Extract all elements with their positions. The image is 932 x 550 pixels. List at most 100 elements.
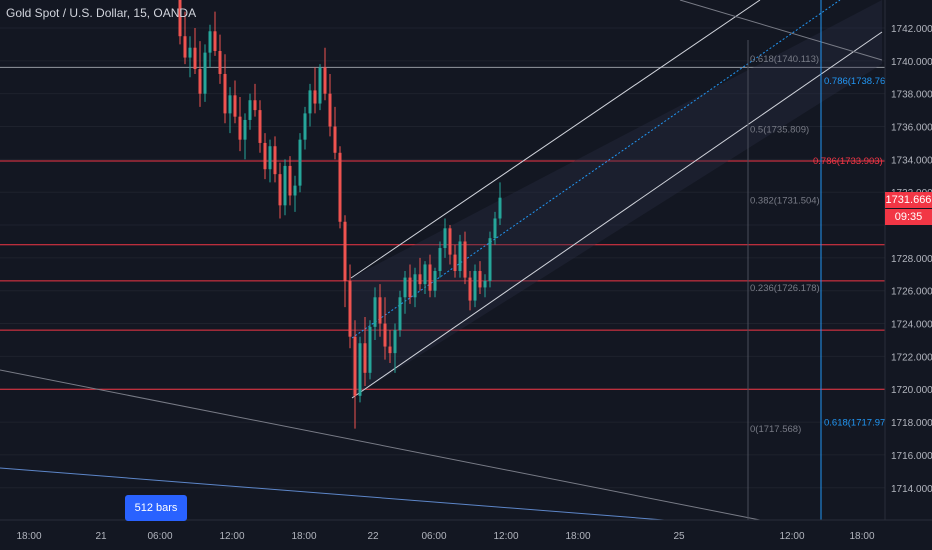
y-tick-label: 1728.000 [891, 254, 932, 265]
candle-body [238, 116, 242, 140]
channel-top-line[interactable] [350, 0, 761, 279]
candle-body [203, 52, 207, 94]
candle-body [488, 238, 492, 281]
candle-body [358, 343, 362, 396]
fib-level-label: 0.382(1731.504) [750, 195, 820, 206]
candle-body [178, 0, 182, 37]
x-tick-label: 06:00 [147, 531, 172, 542]
candle-body [193, 47, 197, 70]
candle-body [453, 254, 457, 272]
candle-body [313, 90, 317, 104]
candle-body [223, 73, 227, 114]
x-tick-label: 21 [95, 531, 107, 542]
candle-body [198, 69, 202, 94]
candle-body [308, 90, 312, 114]
x-tick-label: 18:00 [565, 531, 590, 542]
fib-level-label: 0.786(1738.76 [824, 76, 885, 87]
trend-line-blue[interactable] [0, 467, 691, 523]
candle-body [278, 174, 282, 206]
y-tick-label: 1738.000 [891, 90, 932, 101]
y-tick-label: 1722.000 [891, 352, 932, 363]
candle-body [378, 297, 382, 324]
candle-body [183, 36, 187, 58]
channel-mid-line[interactable] [351, 0, 841, 339]
candle-body [303, 113, 307, 140]
trend-line-upper[interactable] [679, 0, 883, 61]
candle-body [468, 277, 472, 301]
candle-body [218, 50, 222, 74]
candle-body [383, 323, 387, 347]
candle-body [208, 31, 212, 53]
candle-body [268, 146, 272, 170]
y-tick-label: 1740.000 [891, 57, 932, 68]
candle-body [283, 165, 287, 206]
candle-body [448, 228, 452, 255]
candle-body [408, 277, 412, 298]
x-tick-label: 22 [367, 531, 379, 542]
candle-body [353, 336, 357, 396]
candle-body [248, 100, 252, 120]
candle-body [288, 165, 292, 196]
candle-body [318, 67, 322, 104]
countdown-tag: 09:35 [885, 209, 932, 225]
candle-body [443, 228, 447, 249]
candle-body [463, 241, 467, 278]
candle-body [483, 280, 487, 288]
candle-body [433, 271, 437, 291]
x-tick-label: 12:00 [493, 531, 518, 542]
candle-body [188, 47, 192, 58]
candle-body [323, 67, 327, 94]
candle-body [388, 346, 392, 354]
y-tick-label: 1742.000 [891, 24, 932, 35]
candle-body [273, 146, 277, 175]
candle-body [333, 126, 337, 153]
candle-body [498, 197, 502, 219]
candle-body [438, 248, 442, 272]
candle-body [458, 241, 462, 272]
fib-level-label: 0.236(1726.178) [750, 283, 820, 294]
candle-body [493, 218, 497, 239]
candle-body [258, 110, 262, 143]
candle-body [403, 277, 407, 298]
candle-body [428, 264, 432, 291]
candle-body [293, 185, 297, 196]
y-tick-label: 1734.000 [891, 155, 932, 166]
parallel-channel[interactable] [350, 0, 883, 399]
x-tick-label: 18:00 [849, 531, 874, 542]
candle-body [473, 271, 477, 301]
x-tick-label: 12:00 [779, 531, 804, 542]
candle-body [233, 95, 237, 117]
candle-body [478, 271, 482, 288]
candle-body [418, 274, 422, 285]
y-tick-label: 1718.000 [891, 418, 932, 429]
candle-body [338, 152, 342, 222]
candle-body [393, 330, 397, 354]
candle-body [398, 297, 402, 331]
y-tick-label: 1726.000 [891, 287, 932, 298]
fib-level-label: 0(1717.568) [750, 424, 801, 435]
y-tick-label: 1736.000 [891, 123, 932, 134]
candle-body [423, 264, 427, 285]
candle-body [413, 274, 417, 298]
fib-level-label: 0.786(1733.903) [813, 156, 883, 167]
x-tick-label: 18:00 [291, 531, 316, 542]
candle-body [298, 139, 302, 186]
x-tick-label: 18:00 [16, 531, 41, 542]
fib-level-label: 0.5(1735.809) [750, 125, 809, 136]
fib-level-label: 0.618(1717.97 [824, 418, 885, 429]
candle-body [213, 31, 217, 51]
candle-body [348, 280, 352, 337]
candle-body [363, 343, 367, 373]
y-tick-label: 1720.000 [891, 385, 932, 396]
bars-count-badge[interactable]: 512 bars [125, 495, 187, 521]
channel-bottom-line[interactable] [351, 31, 883, 399]
candle-body [228, 95, 232, 114]
trend-line-lower[interactable] [0, 369, 761, 521]
candle-body [263, 142, 267, 170]
candle-body [243, 119, 247, 140]
candle-body [368, 326, 372, 373]
fib-level-label: 0.618(1740.113) [750, 54, 819, 65]
candle-body [253, 100, 257, 111]
x-tick-label: 06:00 [421, 531, 446, 542]
